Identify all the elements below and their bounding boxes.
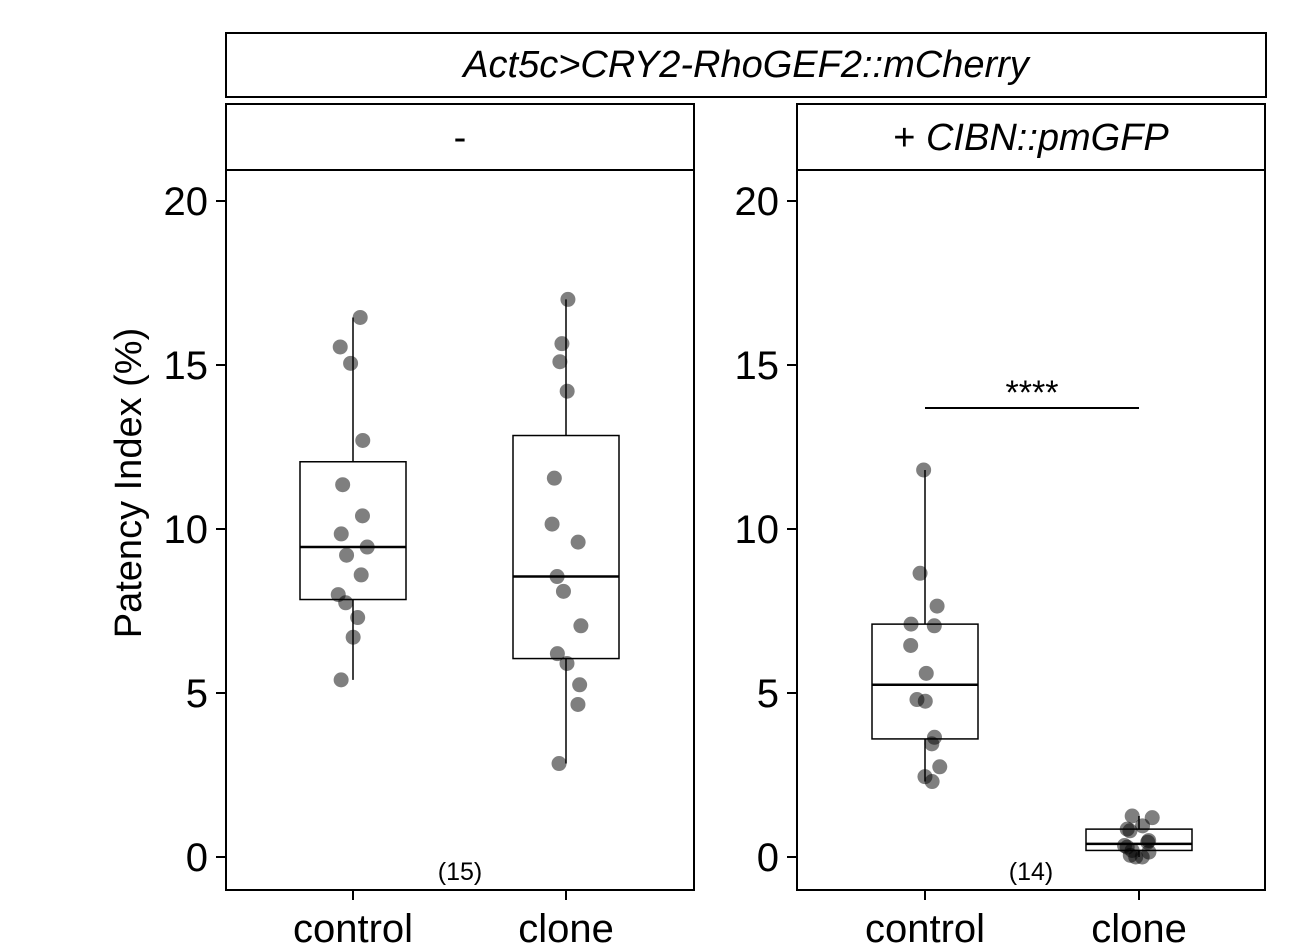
data-point bbox=[555, 583, 571, 599]
data-point bbox=[335, 477, 351, 493]
data-point bbox=[332, 339, 348, 355]
data-point bbox=[352, 309, 368, 325]
data-point bbox=[552, 354, 568, 370]
data-point bbox=[339, 547, 355, 563]
y-tick-label: 20 bbox=[164, 180, 209, 224]
data-point bbox=[338, 595, 354, 611]
data-point bbox=[570, 696, 586, 712]
panel-strip bbox=[796, 103, 1266, 171]
x-tick-label: clone bbox=[1091, 907, 1187, 946]
data-point bbox=[912, 565, 928, 581]
y-axis-label: Patency Index (%) bbox=[108, 328, 150, 638]
data-point bbox=[573, 618, 589, 634]
data-point bbox=[1122, 823, 1138, 839]
y-tick-label: 0 bbox=[186, 836, 208, 880]
data-point bbox=[546, 470, 562, 486]
data-point bbox=[1135, 818, 1151, 834]
data-point bbox=[359, 539, 375, 555]
panel-strip-label: - bbox=[454, 117, 467, 159]
data-point bbox=[932, 759, 948, 775]
data-point bbox=[549, 569, 565, 585]
box bbox=[299, 461, 407, 601]
data-point bbox=[560, 291, 576, 307]
data-point bbox=[903, 616, 919, 632]
data-point bbox=[559, 655, 575, 671]
data-point bbox=[343, 355, 359, 371]
data-point bbox=[350, 610, 366, 626]
y-tick-label: 15 bbox=[164, 344, 209, 388]
x-tick-label: control bbox=[865, 907, 985, 946]
y-tick-label: 5 bbox=[186, 672, 208, 716]
x-tick-label: control bbox=[293, 907, 413, 946]
data-point bbox=[354, 508, 370, 524]
data-point bbox=[903, 637, 919, 653]
significance-label: **** bbox=[1006, 374, 1059, 412]
plot-frame bbox=[225, 169, 695, 891]
data-point bbox=[333, 526, 349, 542]
y-tick-label: 10 bbox=[735, 508, 780, 552]
box bbox=[512, 434, 620, 660]
data-point bbox=[570, 534, 586, 550]
data-point bbox=[544, 516, 560, 532]
data-point bbox=[917, 693, 933, 709]
data-point bbox=[1124, 808, 1140, 824]
plot-frame bbox=[796, 169, 1266, 891]
y-tick-label: 5 bbox=[757, 672, 779, 716]
data-point bbox=[345, 629, 361, 645]
data-point bbox=[355, 432, 371, 448]
y-tick-label: 0 bbox=[757, 836, 779, 880]
box bbox=[871, 623, 979, 740]
chart-title: Act5c>CRY2-RhoGEF2::mCherry bbox=[461, 44, 1031, 86]
data-point bbox=[333, 672, 349, 688]
data-point bbox=[924, 736, 940, 752]
data-point bbox=[551, 756, 567, 772]
data-point bbox=[1134, 849, 1150, 865]
data-point bbox=[918, 665, 934, 681]
y-tick-label: 15 bbox=[735, 344, 780, 388]
data-point bbox=[926, 618, 942, 634]
panel-left: - 0 5 10 15 20 control clone (15) bbox=[164, 103, 695, 946]
sample-size-label: (15) bbox=[438, 858, 482, 886]
data-point bbox=[554, 336, 570, 352]
data-point bbox=[353, 567, 369, 583]
x-tick-label: clone bbox=[518, 907, 614, 946]
sample-size-label: (14) bbox=[1009, 858, 1053, 886]
panel-strip bbox=[225, 103, 695, 171]
data-point bbox=[916, 462, 932, 478]
data-point bbox=[929, 598, 945, 614]
title-strip bbox=[225, 32, 1267, 98]
data-point bbox=[559, 383, 575, 399]
data-point bbox=[572, 677, 588, 693]
y-tick-label: 20 bbox=[735, 180, 780, 224]
data-point bbox=[549, 646, 565, 662]
y-tick-label: 10 bbox=[164, 508, 209, 552]
panel-strip-label: + CIBN::pmGFP bbox=[893, 117, 1169, 159]
data-point bbox=[924, 774, 940, 790]
